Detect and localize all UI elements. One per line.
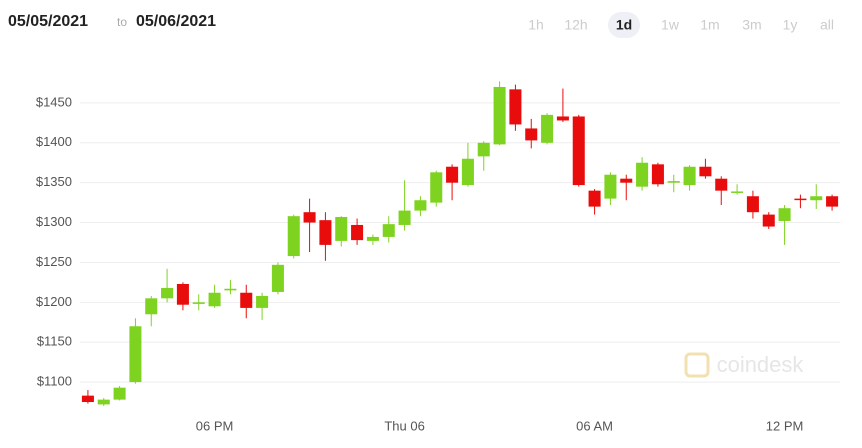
candle-body [556, 116, 569, 121]
range-button[interactable]: 1h [528, 17, 544, 33]
candle-body [414, 200, 427, 211]
candle-body [271, 264, 284, 292]
x-tick-label: Thu 06 [384, 418, 424, 433]
candle-body [192, 302, 205, 304]
candle-body [762, 214, 775, 227]
candle-body [129, 326, 142, 383]
range-button[interactable]: 12h [564, 17, 587, 33]
candle-body [715, 178, 728, 191]
x-tick-label: 06 AM [576, 418, 613, 433]
range-selector: 1h 12h 1d 1w 1m 3m 1y all [528, 12, 834, 38]
date-from: 05/05/2021 [8, 13, 88, 30]
candle-body [351, 224, 364, 241]
candle-body [382, 224, 395, 237]
candle-body [778, 208, 791, 221]
range-highlight [608, 12, 640, 38]
candle-body [287, 216, 300, 257]
candle-body [683, 166, 696, 186]
candle-body [446, 166, 459, 183]
y-tick-label: $1250 [36, 254, 72, 269]
range-button[interactable]: all [820, 17, 834, 33]
range-button[interactable]: 3m [742, 17, 761, 33]
candle-body [731, 191, 744, 193]
candle-body [525, 128, 538, 141]
candle-body [636, 162, 649, 187]
candle-body [224, 288, 237, 291]
candle-body [161, 287, 174, 299]
range-button[interactable]: 1y [783, 17, 798, 33]
candle-body [145, 298, 158, 315]
y-tick-label: $1150 [37, 334, 72, 349]
candle-body [699, 166, 712, 177]
candle-body [667, 181, 680, 183]
to-label: to [117, 15, 127, 29]
candle-body [366, 236, 379, 241]
candle-body [240, 292, 253, 308]
x-tick-label: 06 PM [196, 418, 234, 433]
candle-body [461, 158, 474, 186]
candle-body [176, 283, 189, 305]
candle-body [208, 292, 221, 307]
candle-body [572, 116, 585, 186]
candle-body [588, 190, 601, 207]
candle-body [398, 210, 411, 225]
x-tick-label: 12 PM [766, 418, 804, 433]
range-button[interactable]: 1d [616, 17, 632, 33]
candle-body [541, 114, 554, 143]
candle-body [303, 212, 316, 223]
watermark-logo [684, 352, 710, 378]
range-button[interactable]: 1m [700, 17, 719, 33]
y-tick-label: $1200 [36, 294, 72, 309]
candle-body [430, 172, 443, 203]
y-tick-label: $1350 [36, 174, 72, 189]
candle-body [477, 142, 490, 157]
watermark: coindesk [717, 352, 805, 377]
y-tick-label: $1300 [36, 214, 72, 229]
candle-body [651, 164, 664, 185]
candle-body [810, 196, 823, 201]
candle-body [794, 198, 807, 201]
candle-body [113, 387, 126, 400]
candle-body [319, 220, 332, 245]
date-to: 05/06/2021 [136, 13, 216, 30]
candle-body [826, 196, 839, 207]
candle-body [746, 196, 759, 213]
candle-body [81, 395, 94, 403]
y-tick-label: $1450 [36, 94, 72, 109]
candle-body [335, 216, 348, 241]
candle-body [620, 178, 633, 183]
range-button[interactable]: 1w [661, 17, 680, 33]
y-tick-label: $1400 [36, 134, 72, 149]
candle-body [493, 86, 506, 145]
y-tick-label: $1100 [37, 374, 72, 389]
candle-body [509, 89, 522, 125]
candle-body [604, 174, 617, 199]
candle-body [97, 399, 110, 405]
candle-body [256, 295, 269, 308]
